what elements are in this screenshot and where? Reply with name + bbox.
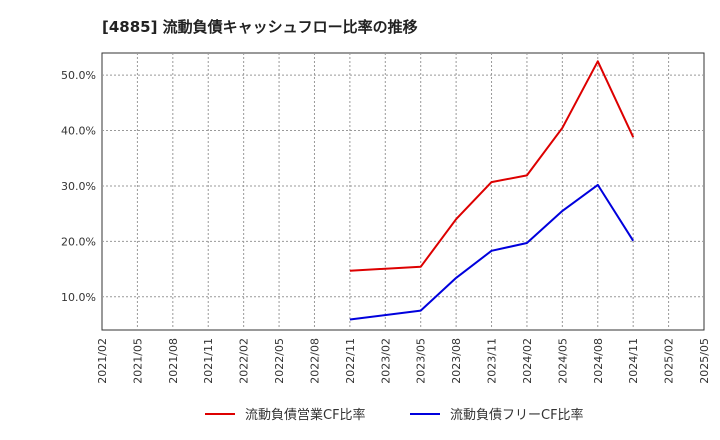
x-tick-label: 2025/05 (698, 338, 711, 384)
x-tick-label: 2021/05 (131, 338, 144, 384)
x-tick-label: 2022/05 (273, 338, 286, 384)
x-tick-label: 2021/11 (202, 338, 215, 384)
y-tick-label: 50.0% (61, 69, 96, 82)
chart-title: [4885] 流動負債キャッシュフロー比率の推移 (102, 18, 418, 36)
series-line-2 (349, 183, 635, 321)
y-tick-label: 40.0% (61, 125, 96, 138)
y-axis-ticks: 10.0% 20.0% 30.0% 40.0% 50.0% (61, 69, 96, 304)
series-lines (349, 60, 635, 321)
x-tick-label: 2024/02 (521, 338, 534, 384)
x-tick-label: 2022/11 (344, 338, 357, 384)
y-tick-label: 30.0% (61, 180, 96, 193)
legend: 流動負債営業CF比率 流動負債フリーCF比率 (205, 407, 584, 423)
y-tick-label: 20.0% (61, 235, 96, 248)
x-tick-label: 2024/08 (592, 338, 605, 384)
x-tick-label: 2021/02 (96, 338, 109, 384)
series-line-1 (349, 60, 635, 272)
x-axis-ticks: 2021/02 2021/05 2021/08 2021/11 2022/02 2022/… (96, 338, 711, 384)
x-tick-label: 2023/11 (486, 338, 499, 384)
x-tick-label: 2022/08 (308, 338, 321, 384)
x-tick-label: 2021/08 (167, 338, 180, 384)
x-tick-label: 2025/02 (663, 338, 676, 384)
x-tick-label: 2024/05 (556, 338, 569, 384)
legend-label-1: 流動負債営業CF比率 (245, 407, 366, 423)
x-tick-label: 2022/02 (238, 338, 251, 384)
legend-label-2: 流動負債フリーCF比率 (450, 407, 584, 423)
x-tick-label: 2023/02 (379, 338, 392, 384)
y-tick-label: 10.0% (61, 291, 96, 304)
x-tick-label: 2023/05 (415, 338, 428, 384)
x-tick-label: 2024/11 (627, 338, 640, 384)
x-tick-label: 2023/08 (450, 338, 463, 384)
plot-area (101, 52, 705, 331)
